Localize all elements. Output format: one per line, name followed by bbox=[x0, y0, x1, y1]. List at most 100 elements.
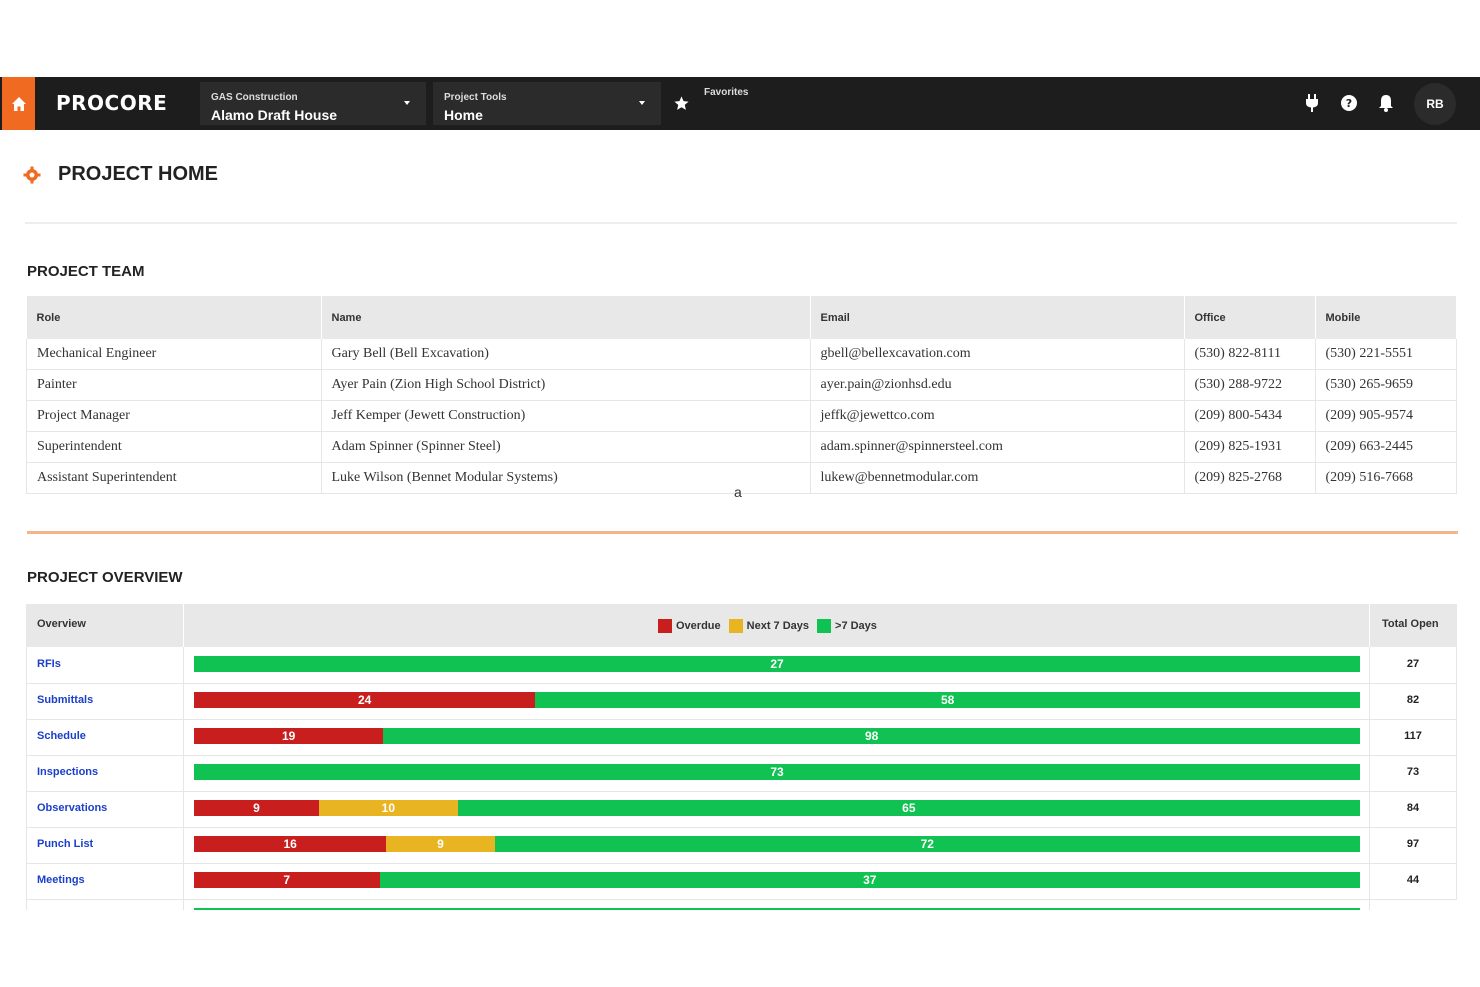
bar-segment-later[interactable]: 58 bbox=[535, 692, 1360, 708]
project-team-title: PROJECT TEAM bbox=[27, 263, 145, 280]
overview-link-meetings[interactable]: Meetings bbox=[37, 874, 85, 886]
mobile-cell: (209) 905-9574 bbox=[1315, 400, 1457, 432]
row-border bbox=[26, 899, 27, 910]
office-cell: (530) 822-8111 bbox=[1184, 339, 1316, 370]
bar-segment-overdue[interactable]: 16 bbox=[194, 836, 387, 852]
bar-segment-overdue[interactable]: 7 bbox=[194, 872, 380, 888]
email-cell[interactable]: lukew@bennetmodular.com bbox=[810, 462, 1185, 494]
column-divider bbox=[1369, 683, 1370, 719]
tool-name: Home bbox=[444, 107, 483, 123]
chevron-down-icon bbox=[404, 101, 410, 105]
legend-item-overdue: Overdue bbox=[658, 619, 721, 633]
page-title: PROJECT HOME bbox=[58, 163, 219, 185]
project-selector[interactable]: GAS Construction Alamo Draft House bbox=[200, 82, 426, 125]
help-icon[interactable]: ? bbox=[1340, 94, 1358, 112]
row-border bbox=[26, 647, 27, 683]
bar-segment-later[interactable]: 27 bbox=[194, 656, 1360, 672]
table-header-row: Role Name Email Office Mobile bbox=[26, 296, 1457, 339]
overview-row-partial bbox=[26, 899, 1457, 910]
office-cell: (530) 288-9722 bbox=[1184, 369, 1316, 401]
plug-icon[interactable] bbox=[1305, 94, 1319, 112]
table-row: Painter Ayer Pain (Zion High School Dist… bbox=[26, 369, 1457, 401]
row-border bbox=[26, 863, 27, 899]
procore-logo[interactable]: PROCORE bbox=[56, 91, 168, 115]
name-cell: Gary Bell (Bell Excavation) bbox=[321, 339, 811, 370]
stacked-bar-inspections[interactable]: 73 bbox=[194, 764, 1360, 780]
row-border bbox=[26, 827, 27, 863]
overview-link-rfis[interactable]: RFIs bbox=[37, 658, 61, 670]
bar-segment-next-7-days[interactable]: 9 bbox=[386, 836, 495, 852]
total-open-value: 84 bbox=[1406, 802, 1420, 814]
favorites-label[interactable]: Favorites bbox=[704, 87, 749, 98]
column-header-office[interactable]: Office bbox=[1184, 296, 1316, 339]
overview-link-schedule[interactable]: Schedule bbox=[37, 730, 86, 742]
row-border bbox=[1456, 863, 1457, 899]
home-button[interactable] bbox=[2, 77, 35, 130]
stacked-bar-punch-list[interactable]: 16 9 72 bbox=[194, 836, 1360, 852]
role-cell: Assistant Superintendent bbox=[26, 462, 322, 494]
bar-segment-later[interactable]: 37 bbox=[379, 872, 1360, 888]
star-icon[interactable] bbox=[673, 95, 690, 112]
overview-link-submittals[interactable]: Submittals bbox=[37, 694, 94, 706]
column-divider bbox=[1369, 719, 1370, 755]
email-cell[interactable]: gbell@bellexcavation.com bbox=[810, 339, 1185, 370]
project-team-table: Role Name Email Office Mobile Mechanical… bbox=[26, 296, 1457, 494]
column-divider bbox=[183, 863, 184, 899]
bar-segment-next-7-days[interactable]: 10 bbox=[318, 800, 458, 816]
user-avatar[interactable]: RB bbox=[1414, 83, 1456, 125]
stacked-bar-observations[interactable]: 9 10 65 bbox=[194, 800, 1360, 816]
stacked-bar-submittals[interactable]: 24 58 bbox=[194, 692, 1360, 708]
overview-row-observations: Observations 9 10 65 84 bbox=[26, 791, 1457, 828]
chart-legend: Overdue Next 7 Days >7 Days bbox=[658, 619, 885, 633]
legend-swatch-overdue bbox=[658, 619, 672, 633]
overview-row-inspections: Inspections 73 73 bbox=[26, 755, 1457, 792]
name-cell: Adam Spinner (Spinner Steel) bbox=[321, 431, 811, 463]
email-cell[interactable]: jeffk@jewettco.com bbox=[810, 400, 1185, 432]
stacked-bar-meetings[interactable]: 7 37 bbox=[194, 872, 1360, 888]
total-open-value: 27 bbox=[1406, 658, 1420, 670]
column-divider bbox=[183, 791, 184, 827]
bar-segment-later[interactable]: 72 bbox=[494, 836, 1360, 852]
column-header-role[interactable]: Role bbox=[26, 296, 322, 339]
column-header-email[interactable]: Email bbox=[810, 296, 1185, 339]
bar-segment-overdue[interactable]: 24 bbox=[194, 692, 536, 708]
stacked-bar-rfis[interactable]: 27 bbox=[194, 656, 1360, 672]
overview-link-observations[interactable]: Observations bbox=[37, 802, 108, 814]
role-cell: Superintendent bbox=[26, 431, 322, 463]
stacked-bar-partial bbox=[194, 908, 1360, 910]
row-border bbox=[1456, 791, 1457, 827]
total-open-value: 117 bbox=[1404, 730, 1422, 742]
legend-item-later: >7 Days bbox=[817, 619, 877, 633]
company-label: GAS Construction bbox=[211, 92, 298, 103]
overview-link-inspections[interactable]: Inspections bbox=[37, 766, 99, 778]
bar-segment-overdue[interactable]: 19 bbox=[194, 728, 384, 744]
bar-segment-later[interactable]: 65 bbox=[457, 800, 1360, 816]
project-name: Alamo Draft House bbox=[211, 107, 338, 123]
project-overview-title: PROJECT OVERVIEW bbox=[27, 569, 183, 586]
column-divider bbox=[183, 827, 184, 863]
overview-link-punch-list[interactable]: Punch List bbox=[37, 838, 94, 850]
email-cell[interactable]: adam.spinner@spinnersteel.com bbox=[810, 431, 1185, 463]
column-divider bbox=[1369, 791, 1370, 827]
total-open-value: 82 bbox=[1406, 694, 1420, 706]
column-divider bbox=[183, 755, 184, 791]
legend-label-next-7-days: Next 7 Days bbox=[746, 620, 810, 632]
row-border bbox=[1456, 683, 1457, 719]
email-cell[interactable]: ayer.pain@zionhsd.edu bbox=[810, 369, 1185, 401]
office-cell: (209) 825-1931 bbox=[1184, 431, 1316, 463]
row-border bbox=[26, 683, 27, 719]
bar-segment-later[interactable]: 98 bbox=[383, 728, 1360, 744]
column-header-mobile[interactable]: Mobile bbox=[1315, 296, 1457, 339]
tool-selector[interactable]: Project Tools Home bbox=[433, 82, 661, 125]
bar-segment-later[interactable]: 73 bbox=[194, 764, 1360, 780]
bell-icon[interactable] bbox=[1378, 94, 1394, 112]
column-divider bbox=[1369, 827, 1370, 863]
column-header-name[interactable]: Name bbox=[321, 296, 811, 339]
bar-segment-overdue[interactable]: 9 bbox=[194, 800, 319, 816]
overview-row-schedule: Schedule 19 98 117 bbox=[26, 719, 1457, 756]
stacked-bar-schedule[interactable]: 19 98 bbox=[194, 728, 1360, 744]
total-open-value: 44 bbox=[1406, 874, 1420, 886]
name-cell: Luke Wilson (Bennet Modular Systems) bbox=[321, 462, 811, 494]
column-header-total-open: Total Open bbox=[1382, 618, 1439, 630]
column-divider bbox=[183, 683, 184, 719]
